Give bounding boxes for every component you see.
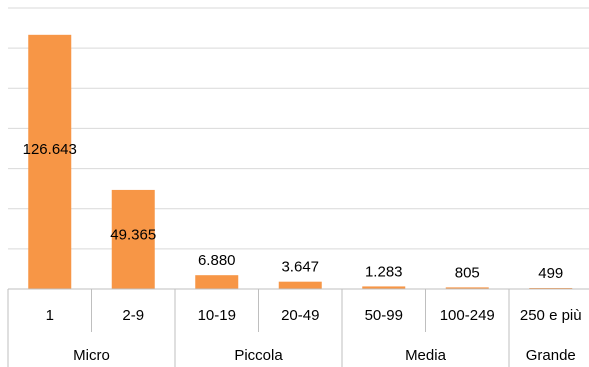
category-axis: 1 2-9 10-19 20-49 50-99 100-249 250 e più Micro… [7,288,589,367]
bar [111,189,155,289]
category-tick-label: 20-49 [281,307,319,324]
gridlines [8,7,589,250]
category-tick-label: 50-99 [365,307,403,324]
data-labels: 126.643 49.365 6.880 3.647 1.283 805 499 [23,141,564,282]
bar [445,287,489,289]
group-label: Media [405,347,447,364]
bar [28,34,72,290]
category-tick-label: 250 e più [520,307,582,324]
bar [278,281,322,289]
group-label: Piccola [234,347,283,364]
bar [529,287,573,289]
bar [195,275,239,289]
data-label: 49.365 [110,227,156,244]
category-tick-label: 1 [46,307,54,324]
category-tick-label: 2-9 [122,307,144,324]
category-tick-label: 10-19 [198,307,236,324]
bars [28,34,573,290]
data-label: 1.283 [365,263,403,280]
group-label: Grande [526,347,576,364]
category-tick-label: 100-249 [440,307,495,324]
data-label: 805 [455,264,480,281]
group-label: Micro [73,347,110,364]
data-label: 126.643 [23,141,77,158]
data-label: 499 [538,265,563,282]
data-label: 3.647 [281,259,319,276]
data-label: 6.880 [198,252,236,269]
bar [362,286,406,289]
